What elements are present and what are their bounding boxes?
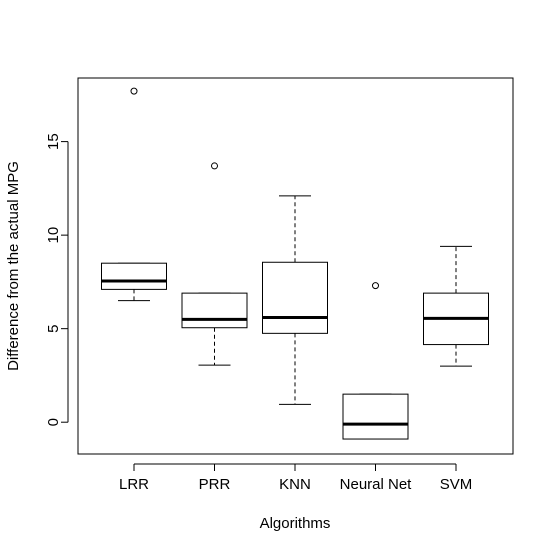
y-tick-label: 15 [45, 133, 62, 150]
y-tick-label: 10 [45, 227, 62, 244]
box-4 [423, 245, 489, 367]
box-2 [262, 195, 328, 405]
x-axis-title: Algorithms [260, 515, 331, 532]
outlier-point [372, 282, 379, 290]
x-tick-label: PRR [199, 476, 231, 493]
outlier-point [130, 87, 138, 95]
box-rect [181, 292, 248, 329]
x-tick-label: Neural Net [340, 476, 413, 493]
y-tick-label: 5 [45, 324, 62, 332]
y-tick-label: 0 [45, 418, 62, 426]
y-axis: 0 5 10 15 [45, 133, 69, 426]
box-rect [262, 261, 328, 334]
box-0 [101, 87, 167, 302]
box-rect [101, 262, 167, 290]
box-3 [342, 282, 409, 440]
y-axis-title: Difference from the actual MPG [5, 161, 22, 371]
outlier-point [211, 162, 218, 170]
x-tick-label: SVM [440, 476, 473, 493]
x-tick-label: KNN [279, 476, 311, 493]
box-1 [181, 162, 248, 366]
x-tick-label: LRR [119, 476, 149, 493]
box-rect [342, 393, 409, 440]
plot-frame [77, 77, 514, 455]
x-axis: LRR PRR KNN Neural Net SVM [119, 463, 473, 493]
boxes-layer [101, 87, 489, 440]
